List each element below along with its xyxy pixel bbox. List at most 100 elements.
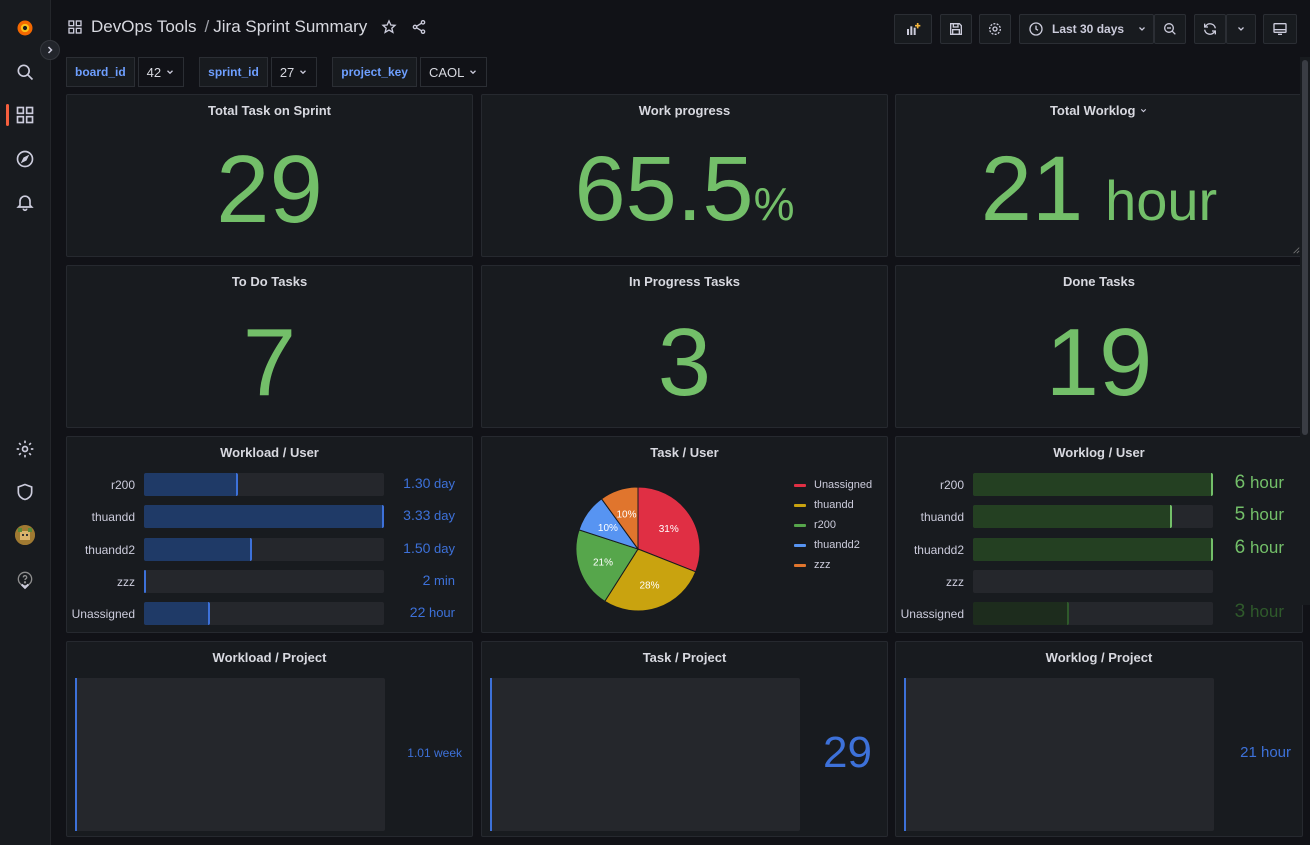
share-icon[interactable]	[411, 19, 427, 35]
panel-title: Worklog / User	[1053, 445, 1145, 460]
bar-gauge-value: 1.30 day	[387, 475, 455, 491]
expand-menu-button[interactable]	[40, 40, 60, 60]
star-icon[interactable]	[381, 19, 397, 35]
panel-todo-tasks[interactable]: To Do Tasks 7	[66, 265, 473, 428]
panel-worklog-project[interactable]: Worklog / Project 21 hour	[895, 641, 1303, 837]
panel-title: Work progress	[638, 103, 731, 118]
bar-gauge-fill	[973, 505, 1173, 529]
panel-title: In Progress Tasks	[628, 274, 741, 289]
pie-slice-label: 21%	[593, 558, 613, 569]
bar-gauge-value: 1.50 day	[387, 540, 455, 556]
legend-item[interactable]: thuandd	[794, 495, 872, 515]
alerting-icon[interactable]	[13, 190, 37, 214]
resize-handle-icon[interactable]	[1292, 246, 1300, 254]
bar-gauge-row: zzz 2 min	[67, 569, 472, 594]
bar-gauge-track	[973, 505, 1213, 529]
bar-gauge-row: thuandd2 6 hour	[896, 536, 1302, 562]
legend-item[interactable]: zzz	[794, 555, 872, 575]
bar-gauge-track	[144, 505, 384, 529]
panel-task-project[interactable]: Task / Project 29	[481, 641, 888, 837]
add-panel-button[interactable]	[894, 14, 932, 44]
bar-gauge-number: 1.30	[403, 475, 431, 491]
breadcrumb: DevOps Tools / Jira Sprint Summary	[67, 17, 427, 37]
panel-workload-user[interactable]: Workload / User r200 1.30 day thuandd 3.33 …	[66, 436, 473, 633]
legend-swatch	[794, 503, 806, 507]
legend-item[interactable]: Unassigned	[794, 475, 872, 495]
settings-icon[interactable]	[13, 437, 37, 461]
bar-gauge-fill	[973, 473, 1213, 496]
bar-gauge-fill	[904, 678, 906, 831]
bar-gauge-row: thuandd 5 hour	[896, 504, 1302, 529]
bar-gauge-label: thuandd	[920, 510, 964, 525]
dashboard-settings-button[interactable]	[979, 14, 1011, 44]
pie-slice-unassigned[interactable]	[637, 486, 701, 573]
view-mode-button[interactable]	[1263, 14, 1297, 44]
variable-select-board-id[interactable]: 42	[137, 57, 185, 87]
panel-in-progress-tasks[interactable]: In Progress Tasks 3	[481, 265, 888, 428]
bar-gauge-label: thuandd2	[913, 542, 964, 557]
stat-value-group: 65.5%	[482, 137, 887, 242]
explore-icon[interactable]	[13, 147, 37, 171]
help-icon[interactable]	[13, 567, 37, 591]
chevron-down-icon[interactable]	[13, 580, 37, 594]
search-icon[interactable]	[13, 60, 37, 84]
zoom-out-button[interactable]	[1154, 14, 1186, 44]
bar-gauge-number: 6	[1234, 536, 1246, 558]
side-menu-lower	[0, 600, 51, 845]
dashboard-title[interactable]: Jira Sprint Summary	[213, 17, 368, 36]
refresh-interval-button[interactable]	[1226, 14, 1256, 44]
legend-swatch	[794, 523, 806, 527]
panel-title: To Do Tasks	[231, 274, 308, 289]
legend-item[interactable]: r200	[794, 515, 872, 535]
refresh-button[interactable]	[1194, 14, 1226, 44]
panel-title[interactable]: Total Worklog	[1049, 103, 1136, 118]
bar-gauge-track	[973, 602, 1213, 626]
chevron-down-icon[interactable]	[1139, 106, 1148, 115]
panel-worklog-user[interactable]: Worklog / User r200 6 hour thuandd 5 hour th…	[895, 436, 1303, 633]
time-picker-button[interactable]: Last 30 days	[1019, 14, 1154, 44]
variable-select-project-key[interactable]: CAOL	[419, 57, 488, 87]
user-avatar[interactable]	[15, 525, 35, 545]
save-dashboard-button[interactable]	[940, 14, 972, 44]
chevron-down-icon	[470, 70, 477, 75]
panel-total-worklog[interactable]: Total Worklog 21 hour	[895, 94, 1303, 257]
legend-swatch	[794, 483, 806, 487]
bar-gauge-track	[490, 678, 800, 831]
bar-gauge-label: r200	[939, 478, 964, 492]
stat-value: 21	[980, 138, 1084, 240]
bar-gauge-track	[973, 569, 1213, 593]
clock-icon	[1029, 22, 1043, 36]
template-variables: board_id 42 sprint_id 27 project_key CAO…	[66, 57, 502, 87]
panel-work-progress[interactable]: Work progress 65.5%	[481, 94, 888, 257]
folder-link[interactable]: DevOps Tools	[91, 17, 197, 36]
pie-chart: 31% 28% 21% 10% 10%	[575, 486, 701, 612]
save-icon	[950, 23, 962, 35]
pie-slice-zzz[interactable]	[600, 486, 639, 551]
bar-gauge-label: thuandd2	[84, 542, 135, 557]
dashboards-icon[interactable]	[13, 103, 37, 127]
bar-gauge-fill	[973, 537, 1213, 561]
pie-slice-r200[interactable]	[575, 529, 639, 603]
bar-gauge-number: 3	[1234, 601, 1246, 623]
bar-gauge-value: 29	[823, 728, 872, 777]
panel-total-task[interactable]: Total Task on Sprint 29	[66, 94, 473, 257]
variable-label-board-id: board_id	[66, 57, 135, 87]
scrollbar-thumb[interactable]	[1302, 60, 1308, 435]
bar-gauge-number: 22	[409, 604, 426, 621]
panel-title: Task / User	[650, 445, 719, 460]
bar-gauge-label: r200	[110, 478, 135, 492]
bar-gauge-row: Unassigned 3 hour	[896, 601, 1302, 626]
grafana-logo-icon[interactable]	[13, 16, 37, 40]
variable-select-sprint-id[interactable]: 27	[270, 57, 318, 87]
pie-slice-thuandd[interactable]	[604, 548, 697, 612]
panel-done-tasks[interactable]: Done Tasks 19	[895, 265, 1303, 428]
legend-item[interactable]: thuandd2	[794, 535, 872, 555]
panel-title-group: Total Worklog	[896, 103, 1302, 118]
bar-gauge-fill	[75, 678, 77, 831]
panel-workload-project[interactable]: Workload / Project 1.01 week	[66, 641, 473, 837]
bar-gauge-value: 5 hour	[1216, 504, 1284, 526]
panel-task-user[interactable]: Task / User 31% 28% 21% 10% 10% Unassigned th…	[481, 436, 888, 633]
shield-icon[interactable]	[13, 480, 37, 504]
monitor-icon	[1273, 23, 1287, 35]
bar-gauge-label: Unassigned	[71, 607, 135, 622]
